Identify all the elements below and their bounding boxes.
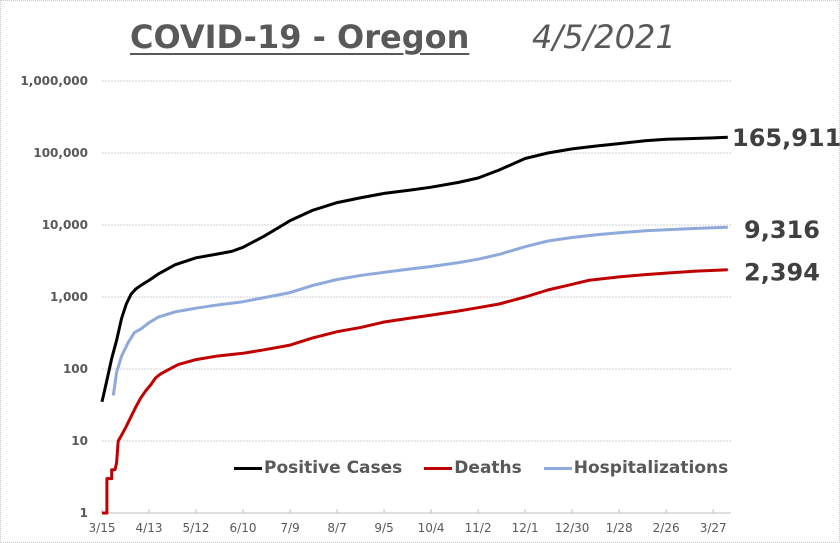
legend-item-positive-cases: Positive Cases [234, 458, 402, 478]
gridlines [102, 80, 731, 442]
x-tick-label: 3/27 [700, 521, 727, 535]
legend-swatch-positive-cases [234, 466, 262, 470]
x-tick-label: 4/13 [136, 521, 163, 535]
y-tick-label: 1,000 [50, 290, 88, 304]
end-label-hospitalizations: 9,316 [744, 216, 820, 244]
legend-swatch-deaths [424, 466, 453, 470]
series-lines [100, 135, 728, 515]
legend-label-hospitalizations: Hospitalizations [573, 458, 729, 478]
legend-label-positive-cases: Positive Cases [264, 458, 403, 478]
y-tick-label: 100 [63, 362, 88, 376]
chart-date: 4/5/2021 [532, 18, 676, 56]
end-label-deaths: 2,394 [744, 259, 820, 287]
x-tick-label: 8/7 [327, 521, 346, 535]
series-line-hospitalizations [111, 225, 728, 396]
y-axis-ticks: 1 10 100 1,000 10,000 100,000 1,000,000 [20, 74, 88, 520]
legend: Positive Cases Deaths Hospitalizations [234, 458, 750, 478]
x-tick-label: 10/4 [418, 521, 445, 535]
series-line-deaths [102, 268, 728, 515]
x-tick-label: 9/5 [374, 521, 393, 535]
x-tick-label: 6/10 [230, 521, 257, 535]
x-tick-label: 2/26 [653, 521, 680, 535]
x-tick-label: 12/1 [512, 521, 539, 535]
end-label-positive-cases: 165,911 [732, 124, 840, 152]
legend-item-hospitalizations: Hospitalizations [543, 458, 729, 478]
x-tick-label: 7/9 [280, 521, 299, 535]
series-line-positive-cases [100, 135, 728, 403]
x-tick-label: 12/30 [555, 521, 590, 535]
legend-label-deaths: Deaths [454, 458, 522, 478]
x-tick-label: 1/28 [606, 521, 633, 535]
x-tick-label: 5/12 [183, 521, 210, 535]
y-tick-label: 100,000 [33, 146, 88, 160]
y-tick-label: 10,000 [42, 218, 88, 232]
legend-item-deaths: Deaths [424, 458, 522, 478]
legend-swatch-hospitalizations [543, 466, 572, 470]
x-axis-ticks: 3/15 4/13 5/12 6/10 7/9 8/7 9/5 10/4 11/2 12/1 12/… [89, 509, 727, 535]
x-tick-label: 3/15 [89, 521, 116, 535]
chart-title: COVID-19 - Oregon [130, 18, 470, 56]
y-tick-label: 1,000,000 [20, 74, 88, 88]
y-tick-label: 1 [80, 506, 88, 520]
y-tick-label: 10 [71, 434, 88, 448]
end-labels: 165,911 2,394 9,316 [732, 124, 840, 287]
x-tick-label: 11/2 [465, 521, 492, 535]
